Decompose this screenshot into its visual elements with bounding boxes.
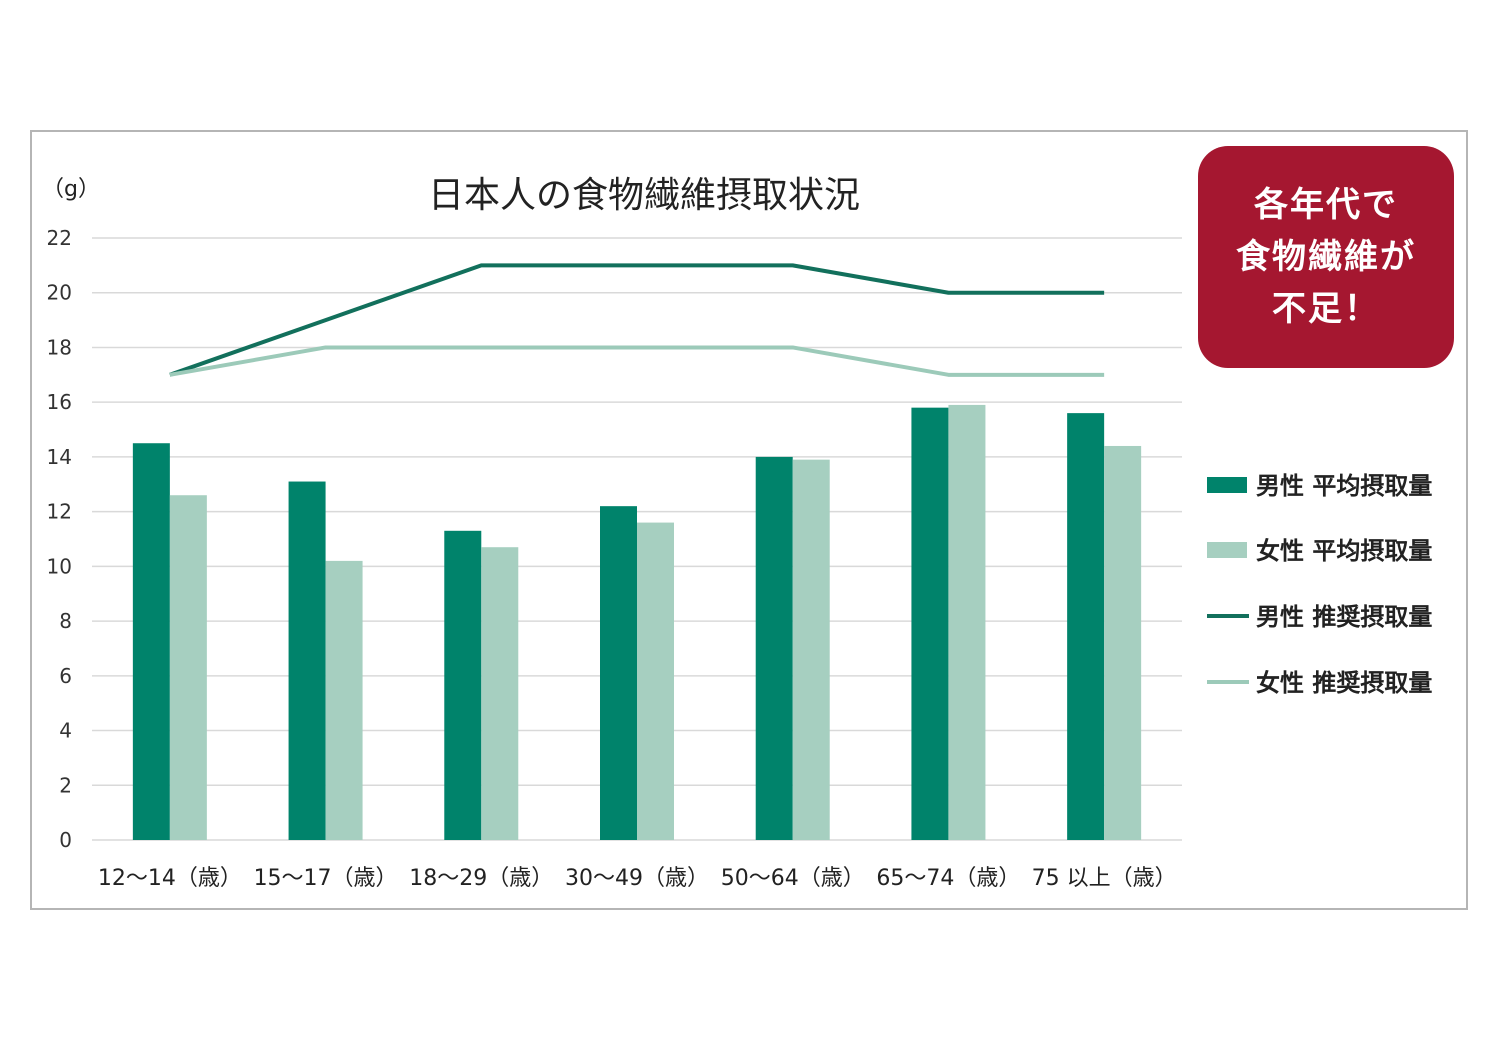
chart-title: 日本人の食物繊維摂取状況: [428, 175, 860, 216]
bar: [637, 522, 674, 840]
callout-line-2: 食物繊維が: [1236, 237, 1416, 277]
x-axis-ticks: 12～14（歳） 15～17（歳） 18～29（歳） 30～49（歳） 50～64（歳）…: [98, 866, 1177, 891]
bar: [755, 456, 793, 840]
y-tick-label: 18: [47, 335, 72, 359]
y-tick-label: 10: [47, 554, 72, 578]
y-tick-label: 2: [59, 773, 72, 797]
series-line: [169, 345, 1105, 377]
legend-label: 女性 推奨摂取量: [1256, 669, 1432, 697]
x-tick-label: 15～17（歳）: [254, 866, 398, 891]
x-tick-label: 12～14（歳）: [98, 866, 242, 891]
y-tick-label: 20: [47, 281, 72, 305]
bar: [600, 506, 637, 840]
bar: [792, 459, 830, 840]
bar: [444, 530, 482, 840]
recommended-lines: [169, 263, 1105, 377]
legend-label: 男性 平均摂取量: [1256, 472, 1432, 500]
bar: [288, 481, 326, 840]
y-tick-label: 22: [47, 226, 72, 250]
bar: [481, 547, 519, 840]
bar: [132, 443, 170, 840]
x-tick-label: 30～49（歳）: [565, 866, 709, 891]
legend-swatch: [1207, 477, 1247, 493]
shortage-callout: 各年代で 食物繊維が 不足！: [1198, 146, 1454, 368]
callout-line-1: 各年代で: [1254, 185, 1398, 225]
y-tick-label: 14: [47, 445, 72, 469]
x-tick-label: 65～74（歳）: [876, 866, 1020, 891]
x-tick-label: 50～64（歳）: [721, 866, 865, 891]
legend-label: 男性 推奨摂取量: [1256, 603, 1432, 631]
y-tick-label: 16: [47, 390, 72, 414]
y-tick-label: 12: [47, 500, 72, 524]
y-axis-ticks: 0 2 4 6 8 10 12 14 16 18 20 22: [47, 226, 72, 852]
legend-label: 女性 平均摂取量: [1256, 537, 1432, 565]
bar: [911, 407, 949, 840]
callout-line-3: 不足！: [1272, 289, 1380, 329]
series-line: [169, 263, 1105, 377]
y-tick-label: 0: [59, 828, 72, 852]
x-tick-label: 75 以上（歳）: [1032, 866, 1177, 891]
y-tick-label: 8: [59, 609, 72, 633]
bar: [1067, 413, 1105, 840]
bar: [948, 404, 986, 840]
bars: [132, 404, 1142, 840]
y-tick-label: 6: [59, 664, 72, 688]
bar: [169, 495, 207, 840]
y-tick-label: 4: [59, 719, 72, 743]
legend-swatch: [1207, 542, 1247, 558]
bar: [325, 560, 363, 840]
bar: [1104, 445, 1142, 840]
x-tick-label: 18～29（歳）: [409, 866, 553, 891]
y-axis-unit: （g）: [42, 177, 100, 202]
